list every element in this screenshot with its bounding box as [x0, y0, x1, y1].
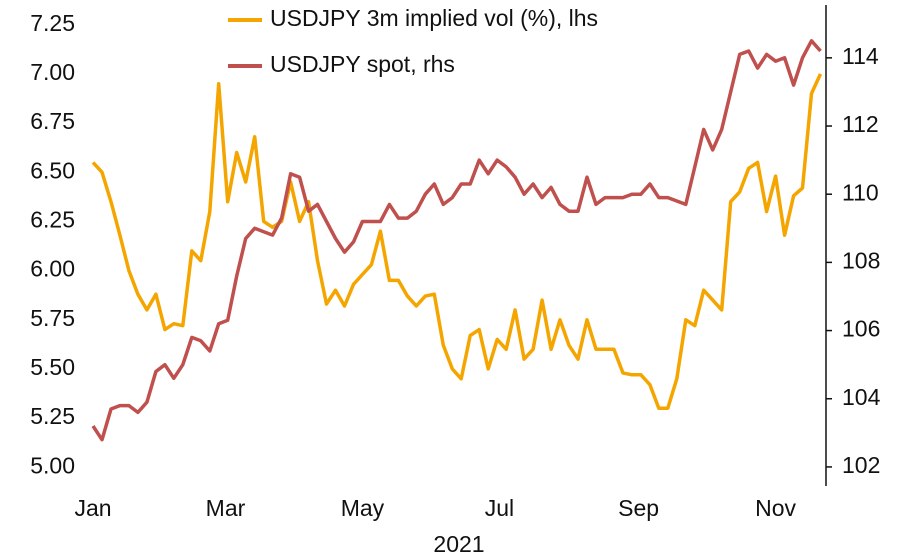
y-tick-label: 6.50 — [30, 157, 75, 183]
y2-tick-label: 108 — [842, 247, 880, 273]
x-tick-label: Nov — [755, 495, 796, 521]
y-tick-label: 6.00 — [30, 256, 75, 282]
x-tick-label: Mar — [206, 495, 246, 521]
x-tick-label: Jan — [74, 495, 111, 521]
y2-tick-label: 114 — [842, 43, 879, 69]
y-tick-label: 6.75 — [30, 108, 75, 134]
y-tick-label: 5.75 — [30, 305, 75, 331]
y-tick-label: 7.25 — [30, 10, 75, 36]
y2-tick-label: 110 — [842, 179, 879, 205]
y2-tick-label: 112 — [842, 111, 879, 137]
x-axis-label: 2021 — [433, 531, 484, 557]
y-tick-label: 5.00 — [30, 452, 75, 478]
y-tick-label: 7.00 — [30, 59, 75, 85]
series-line — [91, 39, 822, 442]
x-tick-label: Sep — [618, 495, 659, 521]
y-tick-label: 6.25 — [30, 206, 75, 232]
y-tick-label: 5.25 — [30, 403, 75, 429]
y-tick-label: 5.50 — [30, 354, 75, 380]
x-tick-label: Jul — [485, 495, 514, 521]
y2-tick-label: 106 — [842, 316, 880, 342]
y2-tick-label: 102 — [842, 452, 880, 478]
x-tick-label: May — [341, 495, 385, 521]
series-line — [91, 73, 823, 411]
y2-tick-label: 104 — [842, 384, 881, 410]
legend-label: USDJPY 3m implied vol (%), lhs — [270, 5, 598, 31]
legend-label: USDJPY spot, rhs — [270, 51, 455, 77]
